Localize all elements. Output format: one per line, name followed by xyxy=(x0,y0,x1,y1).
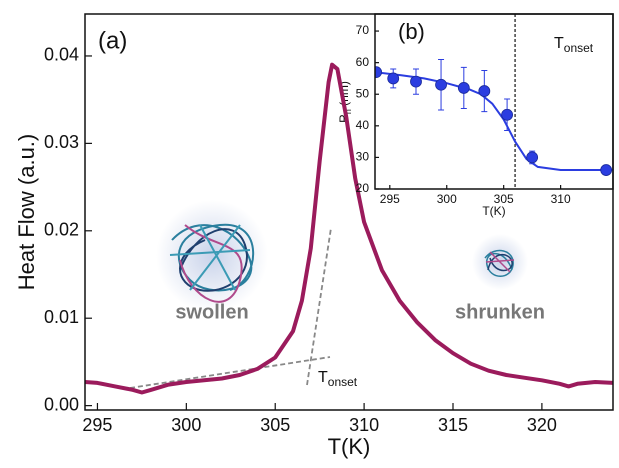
leading-edge-tangent xyxy=(306,227,332,386)
point xyxy=(478,85,491,97)
panel-label: (b) xyxy=(398,19,425,44)
y-tick-label: 0.00 xyxy=(44,394,79,414)
onset-main: T xyxy=(318,369,328,386)
point xyxy=(457,82,470,94)
point xyxy=(435,78,447,91)
y-axis-label: Heat Flow (a.u.) xyxy=(14,134,39,291)
x-tick-label: 320 xyxy=(527,415,557,435)
chain xyxy=(171,223,255,292)
y-tick-label: 0.01 xyxy=(44,307,79,327)
x-tick-label: 310 xyxy=(551,192,571,206)
annotation: swollen xyxy=(175,301,248,323)
fit-line xyxy=(375,71,613,171)
annotation: shrunken xyxy=(455,301,545,323)
point xyxy=(526,151,539,164)
plot-1: 295 300 305 310 20 30 40 50 60 70 xyxy=(356,13,614,206)
vline-main: T xyxy=(554,35,564,52)
point xyxy=(501,108,513,121)
chain xyxy=(169,224,251,291)
vline-sub: onset xyxy=(564,41,594,55)
y-tick-label: 50 xyxy=(356,86,370,100)
decor xyxy=(129,200,528,389)
plot-0: 295 300 305 310 315 320 0.00 0.01 0.02 0.03 0.04 xyxy=(44,13,614,435)
y-tick-label: 60 xyxy=(356,55,370,69)
x-tick-label: 300 xyxy=(437,192,457,206)
plot-area xyxy=(375,14,613,189)
frame xyxy=(84,13,614,411)
point xyxy=(375,66,383,79)
y-tick-label: 0.02 xyxy=(44,220,79,240)
x-tick-label: 305 xyxy=(260,415,290,435)
chain xyxy=(179,224,243,303)
y-tick-label: 40 xyxy=(356,118,370,132)
onset-tangents xyxy=(129,227,332,389)
vline-label: Tonset xyxy=(554,35,594,55)
plot-area xyxy=(85,62,613,395)
ylabel-main: R xyxy=(337,114,351,123)
x-tick-label: 300 xyxy=(171,415,201,435)
shrunken-coil xyxy=(484,249,515,277)
onset-label: Tonset xyxy=(318,369,358,389)
chain xyxy=(484,249,514,277)
x-tick-label: 295 xyxy=(380,192,400,206)
ylabel-sub: h xyxy=(343,109,353,114)
inset-x-axis-label: T(K) xyxy=(482,204,505,218)
y-tick-label: 20 xyxy=(356,181,370,195)
x-tick-label: 310 xyxy=(349,415,379,435)
x-tick-label: 295 xyxy=(82,415,112,435)
swollen-glow xyxy=(156,200,268,312)
y-tick-label: 70 xyxy=(356,23,370,37)
frame xyxy=(374,13,614,190)
chain xyxy=(179,228,248,292)
y-tick-label: 0.04 xyxy=(44,45,79,65)
point xyxy=(600,164,613,176)
y-tick-label: 0.03 xyxy=(44,132,79,152)
x-tick-label: 305 xyxy=(494,192,514,206)
point xyxy=(387,72,400,85)
chain xyxy=(487,254,513,272)
x-tick-label: 315 xyxy=(438,415,468,435)
x-axis-label: T(K) xyxy=(328,434,371,459)
baseline-tangent xyxy=(129,356,331,389)
chain xyxy=(485,251,515,273)
data-line xyxy=(85,62,613,395)
y-tick-label: 30 xyxy=(356,150,370,164)
inset-background xyxy=(375,14,613,189)
onset-sub: onset xyxy=(328,375,358,389)
swollen-coil xyxy=(169,223,255,303)
panel-label: (a) xyxy=(98,27,127,54)
point xyxy=(410,75,422,88)
